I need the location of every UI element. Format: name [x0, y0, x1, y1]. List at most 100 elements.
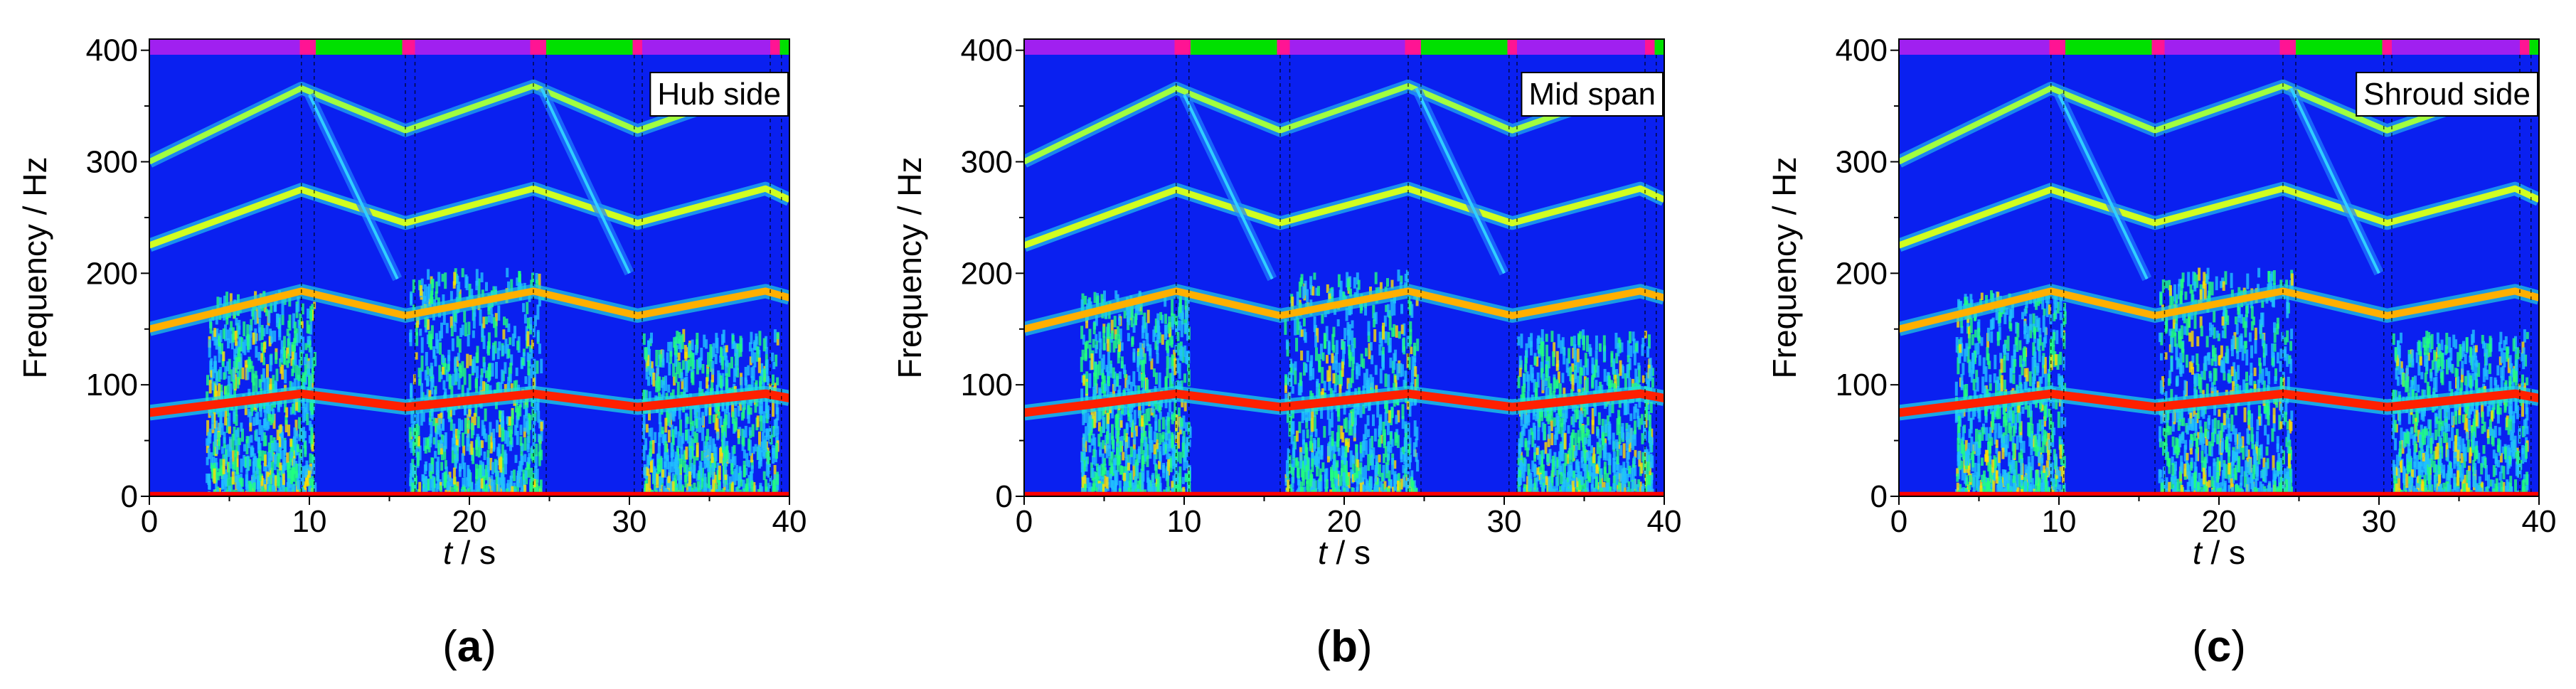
noise-speck [513, 469, 516, 481]
noise-speck [1400, 304, 1403, 314]
noise-speck [1393, 480, 1397, 491]
noise-speck [1302, 496, 1305, 506]
noise-speck [264, 435, 267, 447]
noise-speck [1407, 496, 1410, 507]
noise-speck [1161, 417, 1165, 430]
noise-speck [1134, 306, 1138, 320]
noise-speck [254, 370, 257, 378]
noise-speck [529, 316, 533, 330]
noise-speck [491, 481, 494, 491]
noise-speck [272, 486, 276, 496]
noise-speck [1298, 321, 1302, 331]
noise-speck [688, 435, 692, 447]
noise-speck [1094, 383, 1097, 395]
noise-speck [1123, 311, 1127, 319]
noise-speck [444, 363, 447, 375]
noise-speck [494, 341, 497, 354]
noise-speck [273, 496, 276, 513]
noise-speck [284, 462, 287, 470]
noise-speck [496, 496, 499, 507]
noise-speck [235, 415, 238, 426]
noise-speck [1345, 460, 1348, 478]
noise-speck [1364, 424, 1368, 439]
noise-speck [1326, 355, 1329, 364]
noise-speck [1410, 477, 1414, 488]
noise-speck [674, 352, 677, 367]
noise-speck [228, 358, 231, 375]
noise-speck [234, 449, 238, 457]
noise-speck [1105, 444, 1109, 459]
noise-speck [1117, 496, 1120, 508]
noise-speck [1112, 340, 1116, 353]
noise-speck [481, 289, 484, 298]
noise-speck [1080, 388, 1084, 405]
noise-speck [1157, 496, 1160, 507]
noise-speck [265, 309, 268, 316]
noise-speck [1582, 424, 1585, 433]
noise-speck [1649, 358, 1652, 369]
noise-speck [409, 439, 413, 449]
noise-speck [1133, 496, 1136, 509]
noise-speck [712, 479, 715, 496]
noise-speck [718, 496, 721, 503]
x-tick-label: 0 [141, 504, 158, 539]
noise-speck [754, 444, 757, 452]
noise-speck [771, 352, 775, 362]
noise-speck [496, 420, 499, 433]
noise-speck [716, 462, 720, 477]
noise-speck [1346, 476, 1350, 486]
noise-speck [644, 347, 648, 360]
noise-speck [1351, 320, 1354, 329]
noise-speck [246, 333, 250, 351]
noise-speck [501, 444, 504, 461]
noise-speck [523, 484, 527, 496]
noise-speck [1332, 373, 1336, 384]
noise-speck [1175, 415, 1178, 432]
noise-speck [1302, 486, 1306, 496]
noise-speck [475, 476, 479, 485]
noise-speck [1638, 495, 1641, 496]
noise-speck [737, 429, 740, 439]
noise-speck [1103, 475, 1107, 487]
noise-speck [707, 352, 710, 367]
noise-speck [1599, 444, 1602, 459]
noise-speck [208, 380, 212, 394]
noise-speck [1415, 438, 1418, 447]
noise-speck [1330, 412, 1334, 428]
noise-speck [444, 388, 447, 399]
noise-speck [1351, 343, 1354, 353]
noise-speck [1165, 416, 1169, 426]
noise-speck [309, 420, 312, 431]
noise-speck [1287, 479, 1290, 493]
noise-speck [762, 411, 766, 424]
noise-speck [530, 348, 533, 359]
noise-speck [706, 429, 709, 441]
noise-speck [1321, 314, 1324, 324]
noise-speck [1628, 378, 1632, 392]
noise-speck [1306, 459, 1310, 471]
noise-speck [528, 415, 532, 430]
noise-speck [496, 348, 500, 360]
noise-speck [656, 365, 659, 375]
noise-speck [417, 425, 420, 436]
noise-speck [480, 478, 484, 489]
noise-speck [698, 358, 701, 368]
noise-speck [642, 390, 646, 406]
noise-speck [531, 339, 534, 349]
noise-speck [293, 436, 296, 452]
noise-speck [292, 359, 295, 373]
noise-speck [507, 323, 511, 333]
noise-speck [1312, 405, 1316, 417]
noise-speck [510, 279, 513, 293]
noise-speck [270, 435, 273, 449]
noise-speck [268, 414, 272, 422]
noise-speck [1582, 335, 1585, 351]
noise-speck [1168, 439, 1171, 449]
noise-speck [427, 319, 430, 330]
noise-speck [1292, 410, 1294, 419]
noise-speck [427, 269, 430, 280]
noise-speck [1081, 476, 1085, 493]
noise-speck [430, 290, 433, 304]
noise-speck [750, 331, 753, 344]
noise-speck [1106, 496, 1109, 512]
